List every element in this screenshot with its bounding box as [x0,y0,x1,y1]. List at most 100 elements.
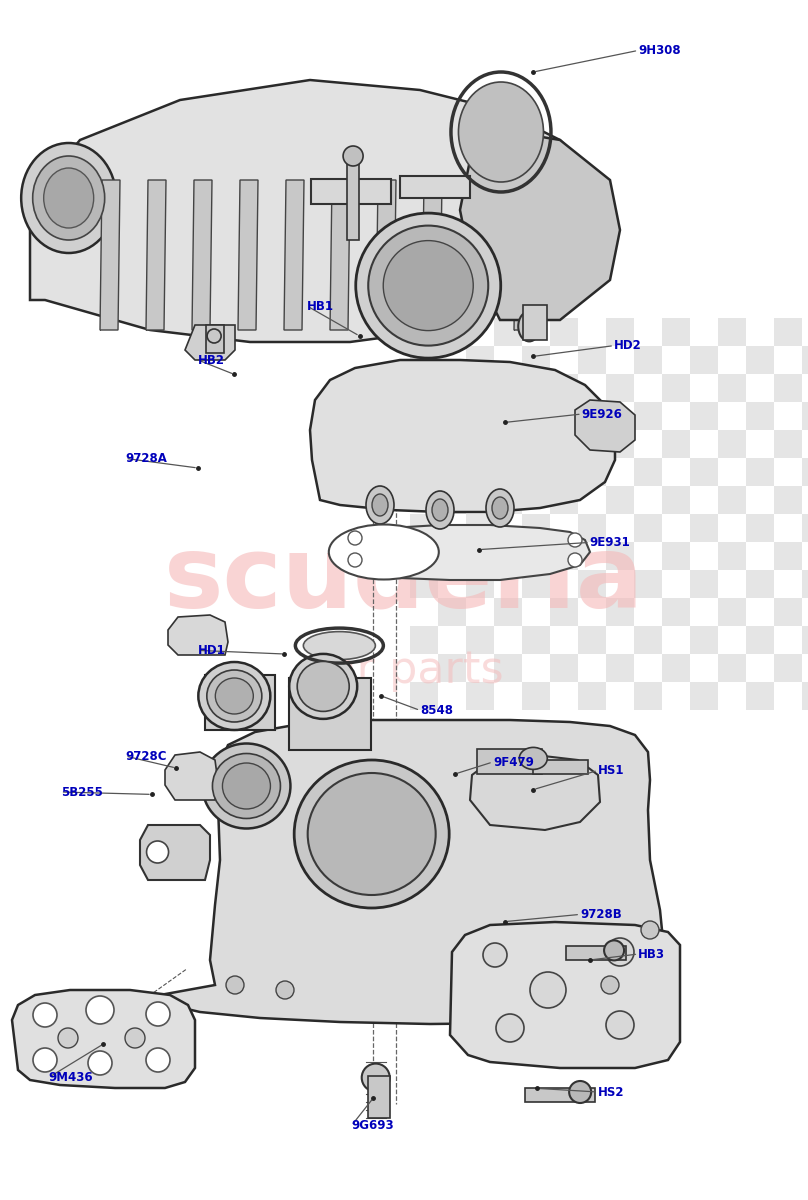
Bar [494,598,522,626]
Text: 9E931: 9E931 [590,536,630,548]
Text: 8548: 8548 [420,704,453,716]
Bar [566,946,625,960]
Bar [494,542,522,570]
Bar [410,346,438,374]
Polygon shape [140,826,210,880]
Ellipse shape [568,553,582,566]
Ellipse shape [372,494,388,516]
Bar [550,486,578,514]
Bar [522,514,550,542]
Bar [550,430,578,458]
Bar [525,1087,595,1102]
Bar [606,318,634,346]
Bar [746,626,774,654]
Ellipse shape [289,654,357,719]
Ellipse shape [368,226,488,346]
Bar [438,654,466,682]
Bar [802,682,808,710]
Polygon shape [185,325,235,360]
Ellipse shape [207,329,221,343]
Text: 9728A: 9728A [125,452,167,464]
Ellipse shape [601,976,619,994]
Polygon shape [450,922,680,1068]
Bar [438,374,466,402]
Bar [634,402,662,430]
Bar [690,626,718,654]
Bar [606,374,634,402]
Ellipse shape [486,490,514,527]
Bar [718,486,746,514]
Bar [774,486,802,514]
Ellipse shape [492,497,508,518]
Bar [746,682,774,710]
Bar [578,402,606,430]
Bar [533,760,588,774]
Text: 9F479: 9F479 [493,756,534,768]
Ellipse shape [215,678,254,714]
Bar [410,402,438,430]
Polygon shape [514,180,534,330]
Bar [410,570,438,598]
Text: HB1: HB1 [307,300,334,312]
Text: 9E926: 9E926 [582,408,623,420]
Bar [438,430,466,458]
Bar [438,542,466,570]
Bar [606,542,634,570]
Polygon shape [100,180,120,330]
Bar [774,542,802,570]
Bar [746,458,774,486]
Bar [802,626,808,654]
Bar [494,430,522,458]
Bar [718,598,746,626]
Bar [205,674,276,730]
Bar [438,486,466,514]
Bar [522,682,550,710]
Bar [477,749,541,774]
Bar [578,458,606,486]
Bar [662,430,690,458]
Bar [410,514,438,542]
Text: 9H308: 9H308 [638,44,681,56]
Polygon shape [192,180,212,330]
Polygon shape [30,80,610,342]
Bar [368,1076,389,1118]
Text: HS2: HS2 [598,1086,625,1098]
Ellipse shape [213,754,280,818]
Bar [466,514,494,542]
Polygon shape [422,180,442,330]
Ellipse shape [568,533,582,547]
Ellipse shape [44,168,94,228]
Bar [466,570,494,598]
Bar [634,458,662,486]
Ellipse shape [222,763,271,809]
Bar [494,654,522,682]
Bar [311,179,391,204]
Polygon shape [575,400,635,452]
Text: 9728B: 9728B [580,908,622,920]
Bar [718,654,746,682]
Polygon shape [330,180,350,330]
Text: car parts: car parts [305,648,503,691]
Ellipse shape [308,773,436,895]
Ellipse shape [383,240,473,330]
Ellipse shape [33,1003,57,1027]
Bar [494,486,522,514]
Bar [662,542,690,570]
Bar [438,318,466,346]
Bar [494,374,522,402]
Bar [690,682,718,710]
Bar [690,402,718,430]
Bar [746,402,774,430]
Bar [606,486,634,514]
Ellipse shape [297,661,349,712]
Bar [522,458,550,486]
Bar [634,682,662,710]
Bar [802,402,808,430]
Bar [718,430,746,458]
Polygon shape [470,755,600,830]
Bar [400,176,470,198]
Ellipse shape [21,143,116,253]
Bar [662,374,690,402]
Bar [522,402,550,430]
Bar [410,626,438,654]
